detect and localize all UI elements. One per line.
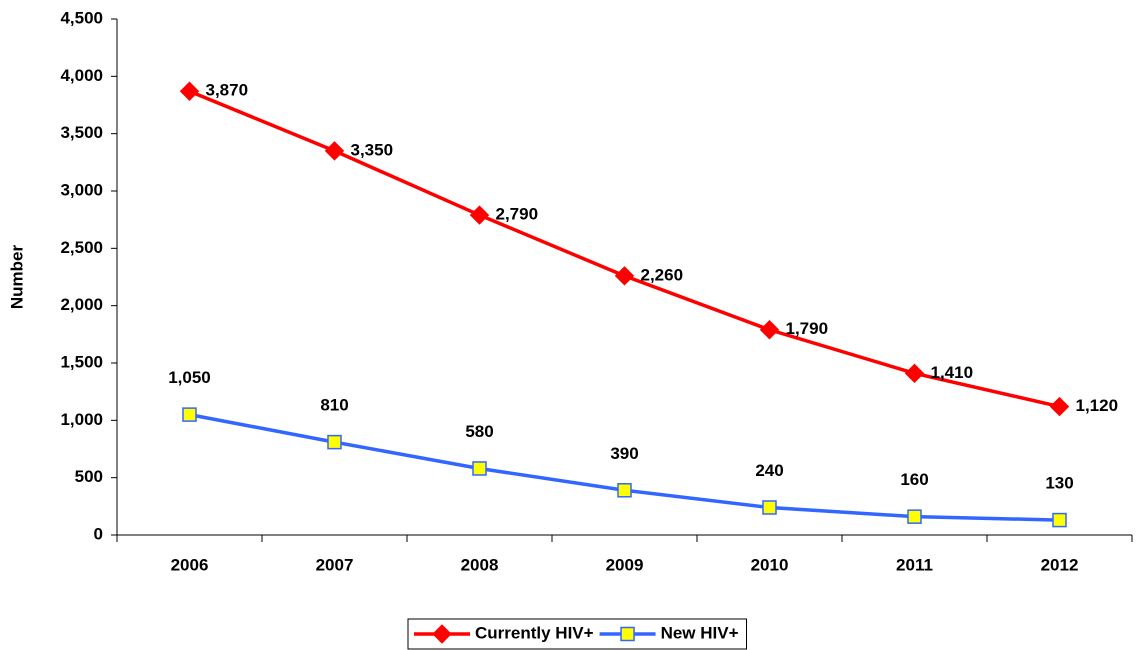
marker [432, 624, 452, 644]
marker [327, 434, 342, 450]
y-axis-title: Number [7, 245, 26, 310]
data-label: 3,870 [206, 81, 249, 100]
x-tick-label: 2012 [1041, 555, 1079, 574]
y-tick-label: 1,500 [60, 352, 103, 371]
series-line [189, 412, 1060, 522]
marker [762, 500, 777, 515]
data-label: 2,790 [496, 205, 539, 224]
marker [469, 205, 490, 225]
x-tick-label: 2007 [316, 555, 354, 574]
marker [907, 509, 922, 524]
marker [620, 626, 635, 642]
y-tick-label: 500 [75, 467, 103, 486]
y-tick-label: 4,000 [60, 66, 103, 85]
data-label: 3,350 [351, 140, 394, 159]
data-label: 240 [755, 461, 783, 480]
marker [614, 266, 635, 286]
x-tick-label: 2006 [171, 555, 209, 574]
x-tick-label: 2011 [896, 555, 933, 574]
y-tick-label: 2,500 [60, 238, 103, 257]
marker [179, 81, 200, 101]
data-label: 1,410 [931, 363, 974, 382]
x-tick-label: 2009 [606, 555, 644, 574]
legend-label: New HIV+ [661, 623, 739, 642]
marker [1049, 396, 1070, 417]
marker [472, 461, 487, 476]
y-tick-label: 4,500 [60, 8, 103, 27]
data-label: 160 [900, 470, 928, 489]
data-label: 810 [320, 396, 348, 415]
series-line [188, 89, 1060, 409]
y-tick-label: 2,000 [60, 295, 103, 314]
legend-label: Currently HIV+ [475, 623, 594, 642]
data-label: 1,790 [786, 319, 829, 338]
data-label: 130 [1045, 474, 1073, 493]
marker [324, 141, 345, 161]
data-label: 390 [610, 444, 638, 463]
y-tick-label: 1,000 [60, 410, 103, 429]
marker [182, 407, 197, 422]
data-label: 1,050 [168, 368, 211, 387]
x-tick-label: 2010 [751, 555, 789, 574]
y-tick-label: 0 [94, 524, 103, 543]
marker [904, 363, 925, 384]
x-tick-label: 2008 [461, 555, 499, 574]
data-label: 2,260 [641, 265, 684, 284]
y-tick-label: 3,500 [60, 123, 103, 142]
data-label: 580 [465, 422, 493, 441]
marker [617, 483, 632, 498]
data-label: 1,120 [1076, 396, 1119, 415]
marker [759, 320, 780, 340]
y-tick-label: 3,000 [60, 180, 103, 199]
legend: Currently HIV+ New HIV+ [407, 618, 748, 650]
marker [1052, 512, 1067, 528]
